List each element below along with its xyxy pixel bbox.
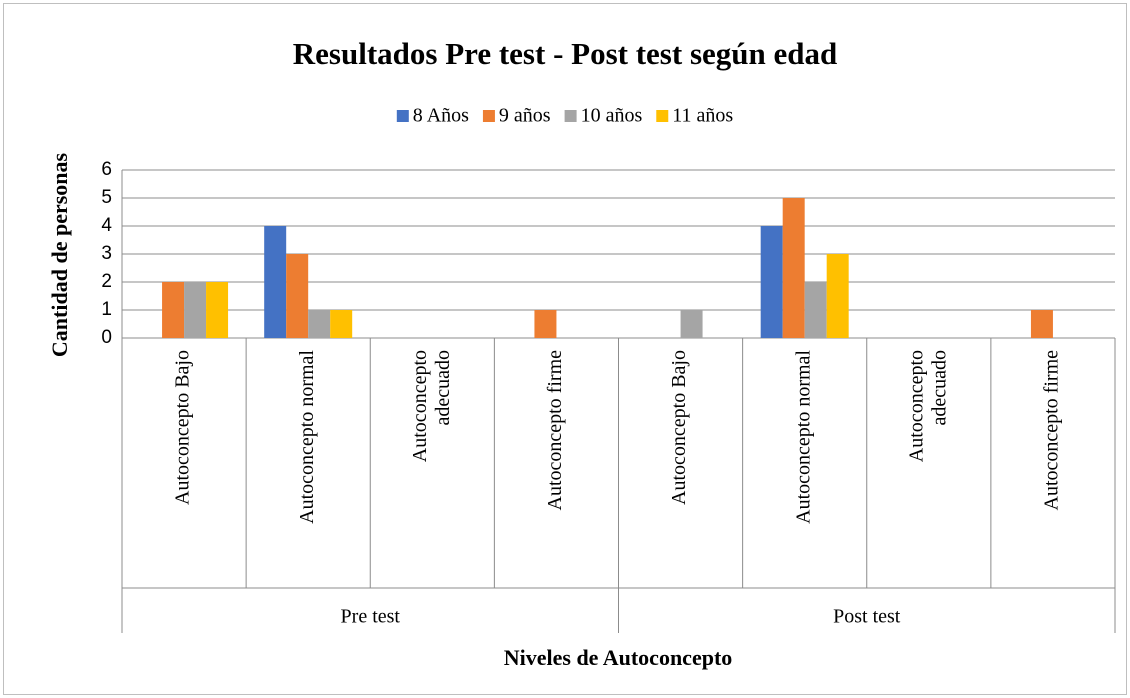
legend-label: 8 Años (413, 105, 469, 127)
legend-label: 9 años (499, 105, 551, 127)
bar (1030, 310, 1053, 338)
bar (184, 282, 207, 338)
legend-label: 10 años (581, 105, 643, 127)
y-tick-label: 0 (101, 327, 112, 348)
legend-label: 11 años (672, 105, 733, 127)
bar (206, 282, 229, 338)
y-axis-title: Cantidad de personas (47, 152, 72, 357)
chart-border (3, 3, 1127, 695)
x-tick-label: Autoconcepto firme (1041, 350, 1063, 511)
legend-swatch (656, 110, 669, 122)
bar (826, 254, 849, 338)
x-tick-label: Autoconcepto normal (296, 350, 318, 524)
x-tick-label: Autoconcepto normal (792, 350, 814, 524)
legend-swatch (396, 110, 409, 122)
y-tick-label: 3 (101, 243, 112, 264)
y-tick-label: 5 (101, 187, 112, 208)
bar (308, 310, 331, 338)
bar (330, 310, 353, 338)
bar (264, 226, 287, 338)
y-tick-label: 1 (101, 299, 112, 320)
x-tick-label: Autoconceptoadecuado (905, 350, 950, 462)
legend-swatch (564, 110, 577, 122)
bar (286, 254, 309, 338)
y-tick-label: 6 (101, 159, 112, 180)
bar (760, 226, 783, 338)
group-label: Pre test (341, 606, 401, 628)
x-tick-label: Autoconcepto firme (544, 350, 566, 511)
y-tick-label: 4 (101, 215, 112, 236)
bar (534, 310, 557, 338)
bar (680, 310, 703, 338)
bar (782, 198, 805, 338)
bar (162, 282, 185, 338)
y-tick-label: 2 (101, 271, 112, 292)
x-tick-label: Autoconceptoadecuado (408, 350, 453, 462)
x-axis-title: Niveles de Autoconcepto (504, 645, 733, 670)
chart-title: Resultados Pre test - Post test según ed… (293, 36, 837, 71)
legend-swatch (482, 110, 495, 122)
group-label: Post test (833, 606, 901, 628)
x-tick-label: Autoconcepto Bajo (172, 350, 194, 505)
bar (804, 282, 827, 338)
x-tick-label: Autoconcepto Bajo (668, 350, 690, 505)
